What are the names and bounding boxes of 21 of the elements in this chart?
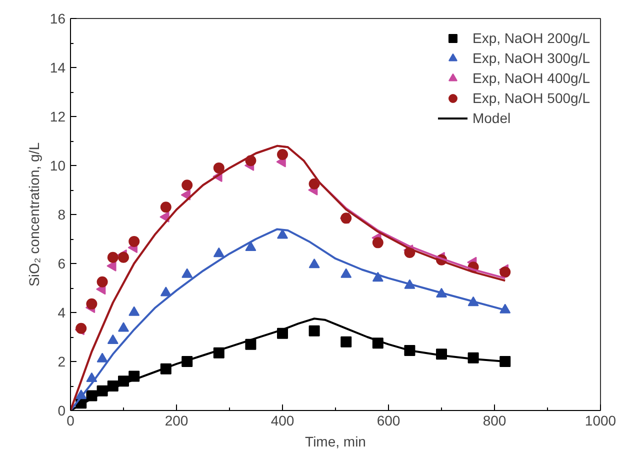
y-axis-title: SiO₂ concentration, g/L <box>26 142 42 286</box>
legend-label: Exp, NaOH 500g/L <box>472 90 590 106</box>
y-tick-label: 16 <box>50 10 66 26</box>
x-tick-label: 1000 <box>584 412 616 428</box>
x-tick-label: 400 <box>270 412 294 428</box>
y-tick-label: 10 <box>50 158 66 174</box>
y-tick-label: 0 <box>58 402 66 418</box>
y-tick-label: 8 <box>58 206 66 222</box>
y-tick-label: 6 <box>58 256 66 272</box>
legend-label: Exp, NaOH 400g/L <box>472 70 590 86</box>
legend-label: Model <box>472 110 511 126</box>
legend-label: Exp, NaOH 300g/L <box>472 50 590 66</box>
x-axis-title: Time, min <box>305 434 366 450</box>
y-tick-label: 4 <box>58 304 66 320</box>
legend-label: Exp, NaOH 200g/L <box>472 30 590 46</box>
y-tick-label: 2 <box>58 354 66 370</box>
x-tick-label: 600 <box>376 412 400 428</box>
x-tick-label: 800 <box>482 412 506 428</box>
y-tick-label: 14 <box>50 60 66 76</box>
x-tick-label: 200 <box>164 412 188 428</box>
y-tick-label: 12 <box>50 108 66 124</box>
